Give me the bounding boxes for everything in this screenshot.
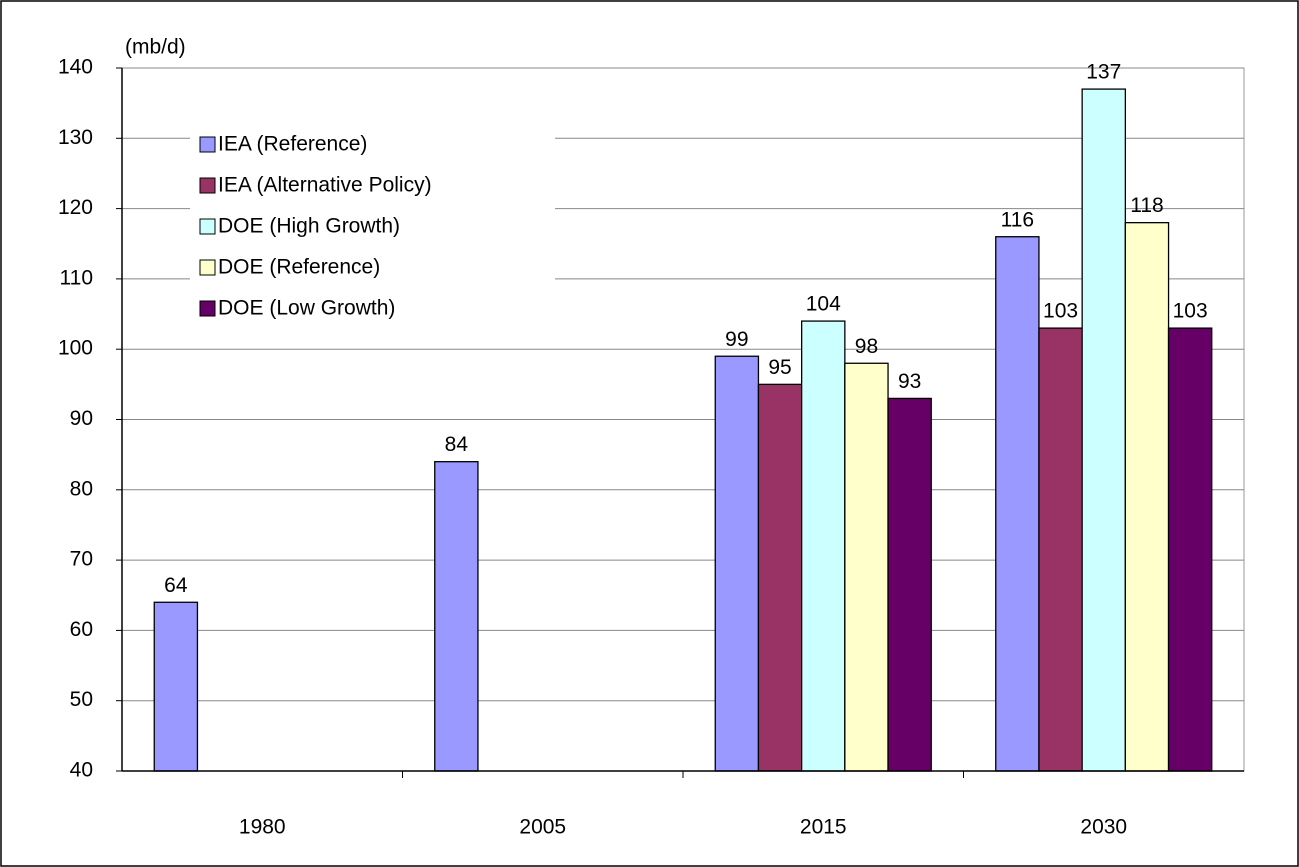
legend-swatch [199, 136, 216, 153]
legend-swatch [199, 259, 216, 276]
data-label: 103 [1043, 300, 1078, 323]
data-label: 64 [164, 574, 188, 597]
legend-swatch [199, 300, 216, 317]
legend-label: DOE (High Growth) [218, 215, 400, 238]
data-label: 116 [1001, 208, 1034, 231]
bar [1167, 327, 1213, 772]
bar [153, 601, 199, 772]
y-tick-label: 40 [70, 759, 93, 782]
bar [844, 362, 889, 772]
legend-label: DOE (Reference) [218, 256, 380, 279]
legend-swatch [199, 218, 216, 235]
legend-label: IEA (Alternative Policy) [218, 174, 432, 197]
data-label: 137 [1086, 61, 1121, 84]
data-label: 104 [806, 293, 841, 316]
y-tick-label: 130 [58, 126, 93, 149]
data-label: 84 [445, 433, 469, 456]
bar [801, 320, 846, 772]
bar [1081, 88, 1127, 772]
bar [757, 383, 803, 772]
x-tick-label: 1980 [239, 816, 286, 839]
x-tick-label: 2030 [1080, 816, 1127, 839]
bar [434, 461, 479, 772]
y-tick-label: 100 [58, 337, 93, 360]
y-tick-label: 60 [70, 618, 93, 641]
y-tick-label: 90 [70, 407, 93, 430]
y-axis-label: (mb/d) [125, 36, 186, 59]
y-tick-label: 70 [70, 548, 93, 571]
y-tick-label: 120 [58, 196, 93, 219]
data-label: 103 [1173, 300, 1208, 323]
bar [995, 236, 1040, 772]
bar [1124, 222, 1170, 772]
data-label: 98 [855, 335, 878, 358]
x-tick-label: 2015 [800, 816, 847, 839]
data-label: 93 [898, 370, 921, 393]
legend-swatch [199, 177, 216, 194]
legend-box [190, 115, 555, 325]
data-label: 95 [768, 356, 791, 379]
y-tick-label: 140 [58, 56, 93, 79]
bar [714, 355, 760, 772]
x-tick-label: 2005 [519, 816, 566, 839]
y-tick-label: 80 [70, 477, 93, 500]
bar [887, 397, 932, 772]
data-label: 118 [1130, 194, 1163, 217]
data-label: 99 [725, 328, 748, 351]
y-tick-label: 50 [70, 688, 93, 711]
legend-label: DOE (Low Growth) [218, 297, 395, 320]
legend-label: IEA (Reference) [218, 133, 367, 156]
bar [1038, 327, 1083, 772]
y-tick-label: 110 [60, 266, 93, 289]
